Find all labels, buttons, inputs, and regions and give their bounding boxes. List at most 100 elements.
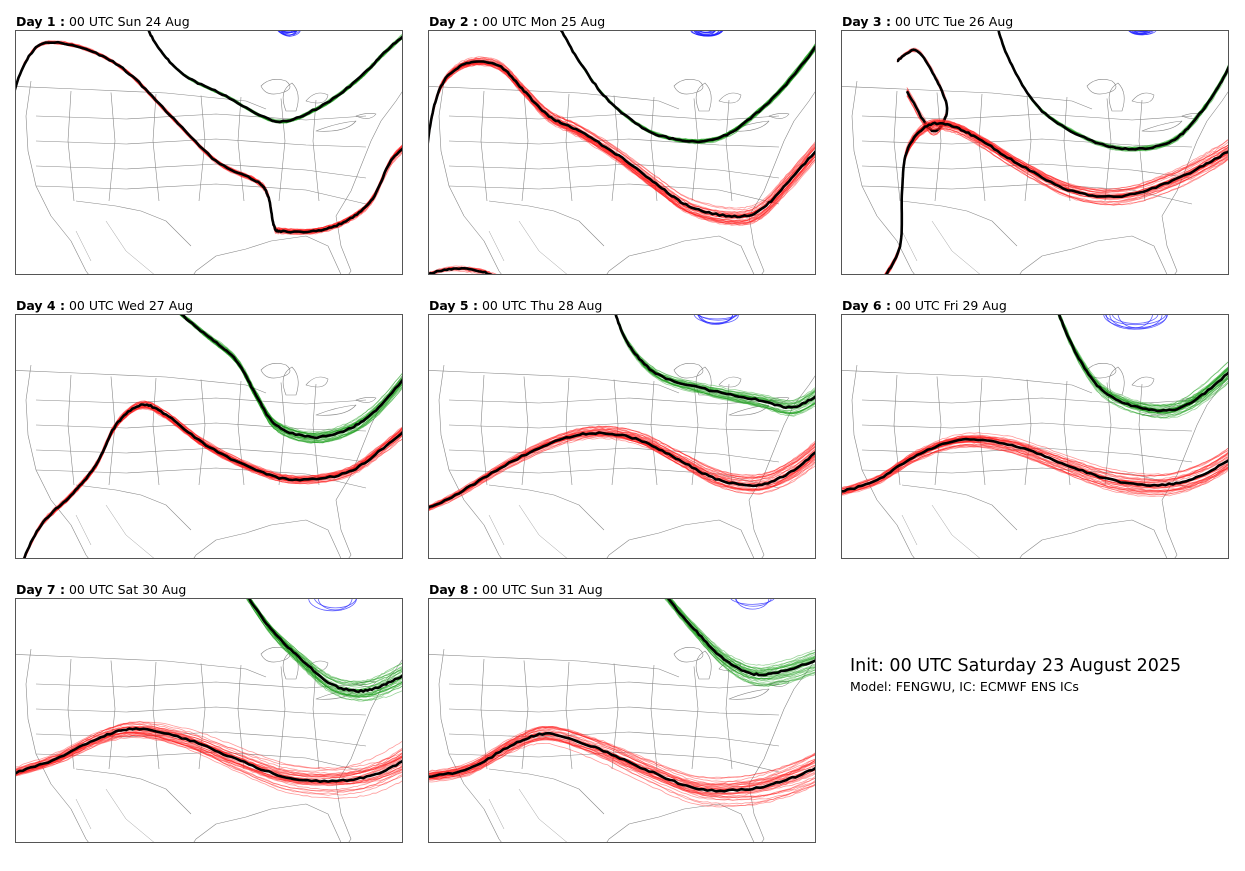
red-contour-member bbox=[16, 42, 402, 236]
ensemble-mean-contour bbox=[614, 315, 815, 409]
red-contour-member bbox=[16, 42, 402, 232]
red-contour-member bbox=[885, 121, 1228, 274]
green-contour-member bbox=[561, 31, 815, 141]
red-contour-member bbox=[429, 737, 815, 789]
red-contour bbox=[429, 725, 815, 808]
green-contour-member bbox=[249, 599, 402, 691]
red-contour-member bbox=[842, 432, 1228, 491]
red-contour-member bbox=[429, 727, 815, 790]
panel-map-day-1 bbox=[15, 30, 403, 275]
panel-title-day-8: Day 8 : 00 UTC Sun 31 Aug bbox=[429, 582, 603, 597]
green-contour-member bbox=[998, 31, 1228, 149]
green-contour-member bbox=[248, 599, 402, 688]
ensemble-mean-contour bbox=[16, 40, 402, 234]
red-contour-member bbox=[429, 62, 815, 225]
panel-map-day-3 bbox=[841, 30, 1229, 275]
red-contour bbox=[842, 432, 1228, 497]
red-contour-member bbox=[16, 726, 402, 778]
red-contour-member bbox=[16, 41, 402, 231]
init-time-label: Init: 00 UTC Saturday 23 August 2025 bbox=[850, 656, 1182, 676]
red-contour-member bbox=[884, 121, 1228, 274]
red-contour-member bbox=[16, 726, 402, 777]
ensemble-mean-contour bbox=[429, 731, 815, 793]
map-svg bbox=[16, 599, 402, 842]
red-contour-member bbox=[429, 432, 815, 510]
panel-map-day-2 bbox=[428, 30, 816, 275]
panel-title-day-5: Day 5 : 00 UTC Thu 28 Aug bbox=[429, 298, 602, 313]
red-contour-member bbox=[842, 444, 1228, 495]
green-contour bbox=[147, 31, 402, 124]
green-contour-member bbox=[183, 315, 402, 436]
green-contour-member bbox=[180, 315, 402, 444]
red-contour-member bbox=[842, 440, 1228, 496]
red-contour-member bbox=[886, 121, 1228, 274]
blue-contour bbox=[1128, 31, 1157, 36]
red-contour-member bbox=[16, 731, 402, 795]
panel-date-label: 00 UTC Sun 24 Aug bbox=[68, 14, 190, 29]
red-contour-member bbox=[887, 124, 1228, 274]
red-contour-member bbox=[896, 47, 948, 128]
red-contour-member bbox=[429, 426, 815, 508]
red-contour-member bbox=[16, 734, 402, 784]
panel-title-day-7: Day 7 : 00 UTC Sat 30 Aug bbox=[16, 582, 186, 597]
red-contour-member bbox=[16, 41, 402, 233]
blue-contour bbox=[690, 31, 724, 37]
red-contour-member bbox=[429, 429, 815, 508]
red-contour-member bbox=[434, 270, 481, 274]
green-contour bbox=[179, 315, 402, 444]
red-contour-member bbox=[16, 42, 402, 236]
red-contour-member bbox=[16, 41, 402, 234]
red-contour bbox=[884, 118, 1228, 274]
red-contour-member bbox=[16, 732, 402, 796]
green-contour-member bbox=[246, 599, 402, 698]
red-contour-member bbox=[16, 42, 402, 235]
green-contour-member bbox=[616, 315, 815, 402]
red-contour-member bbox=[429, 57, 815, 216]
ensemble-mean-contour bbox=[997, 31, 1228, 151]
red-contour-member bbox=[885, 118, 1228, 274]
ensemble-mean-contour bbox=[147, 31, 402, 124]
green-contour-member bbox=[998, 31, 1228, 151]
panel-day-label: Day 4 : bbox=[16, 298, 65, 313]
panel-date-label: 00 UTC Mon 25 Aug bbox=[481, 14, 606, 29]
green-contour-member bbox=[246, 599, 402, 697]
green-contour-member bbox=[998, 31, 1228, 152]
ensemble-mean-contour bbox=[896, 48, 949, 133]
blue-contour bbox=[1103, 315, 1168, 330]
ensemble-mean-contour bbox=[248, 599, 402, 693]
panel-title-day-3: Day 3 : 00 UTC Tue 26 Aug bbox=[842, 14, 1013, 29]
red-contour bbox=[16, 720, 402, 800]
green-contour-member bbox=[561, 31, 815, 141]
red-contour-member bbox=[429, 435, 815, 509]
green-contour-member bbox=[1057, 315, 1228, 414]
green-contour-member bbox=[246, 599, 402, 699]
red-contour-member bbox=[884, 120, 1228, 274]
red-contour-member bbox=[429, 57, 815, 211]
blue-contour bbox=[730, 599, 775, 610]
red-contour-member bbox=[16, 731, 402, 780]
green-contour-member bbox=[998, 31, 1228, 148]
panel-map-day-5 bbox=[428, 314, 816, 559]
green-contour-member bbox=[998, 31, 1228, 149]
red-contour-member bbox=[884, 120, 1228, 274]
green-contour-member bbox=[1060, 315, 1228, 408]
red-contour-member bbox=[429, 60, 815, 219]
panel-map-day-4 bbox=[15, 314, 403, 559]
green-contour-member bbox=[1059, 315, 1228, 412]
red-contour-member bbox=[429, 431, 815, 510]
green-contour-member bbox=[665, 599, 815, 686]
green-contour-member bbox=[180, 315, 402, 444]
red-contour-member bbox=[429, 62, 815, 224]
red-contour-member bbox=[429, 63, 815, 216]
map-boundaries bbox=[429, 79, 815, 274]
red-contour-member bbox=[429, 435, 815, 512]
panel-date-label: 00 UTC Thu 28 Aug bbox=[481, 298, 603, 313]
red-contour-member bbox=[429, 429, 815, 509]
ensemble-mean-contour bbox=[1057, 315, 1228, 413]
green-contour-member bbox=[179, 315, 402, 443]
red-contour-member bbox=[429, 725, 815, 786]
red-contour-member bbox=[16, 42, 402, 234]
red-contour-member bbox=[429, 59, 815, 209]
red-contour-member bbox=[429, 437, 815, 511]
panel-title-day-6: Day 6 : 00 UTC Fri 29 Aug bbox=[842, 298, 1007, 313]
